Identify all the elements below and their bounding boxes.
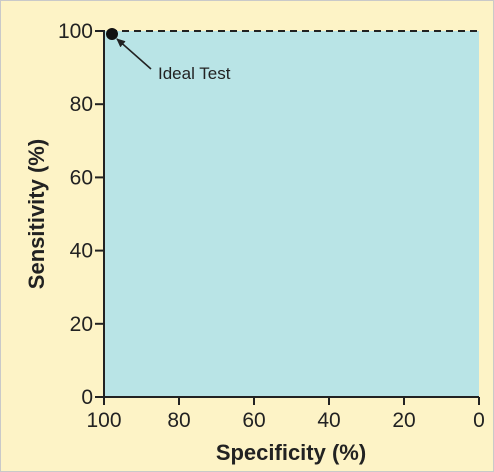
y-tick-label: 0 bbox=[81, 386, 93, 409]
x-tick-label: 80 bbox=[167, 409, 190, 432]
y-tick-label: 60 bbox=[70, 166, 93, 189]
x-axis-title: Specificity (%) bbox=[216, 440, 366, 465]
y-axis-title: Sensitivity (%) bbox=[24, 139, 49, 289]
x-tick-label: 20 bbox=[392, 409, 415, 432]
y-tick-label: 80 bbox=[70, 93, 93, 116]
annotation-label: Ideal Test bbox=[158, 64, 231, 83]
x-tick-label: 0 bbox=[473, 409, 485, 432]
y-tick-label: 100 bbox=[58, 20, 93, 43]
series-layer bbox=[103, 30, 479, 397]
x-tick-label: 100 bbox=[86, 409, 121, 432]
annotation-arrow bbox=[116, 38, 152, 70]
x-tick-label: 60 bbox=[242, 409, 265, 432]
x-ticks: 100 80 60 40 20 0 bbox=[86, 397, 485, 432]
x-tick-label: 40 bbox=[317, 409, 340, 432]
annotation-layer: Ideal Test bbox=[116, 38, 231, 83]
roc-curve-line bbox=[103, 30, 479, 397]
points-layer bbox=[106, 28, 118, 40]
plot-area bbox=[104, 31, 479, 397]
ideal-test-point bbox=[106, 28, 118, 40]
y-tick-label: 20 bbox=[70, 313, 93, 336]
y-tick-label: 40 bbox=[70, 240, 93, 263]
y-ticks: 0 20 40 60 80 100 bbox=[58, 20, 104, 409]
